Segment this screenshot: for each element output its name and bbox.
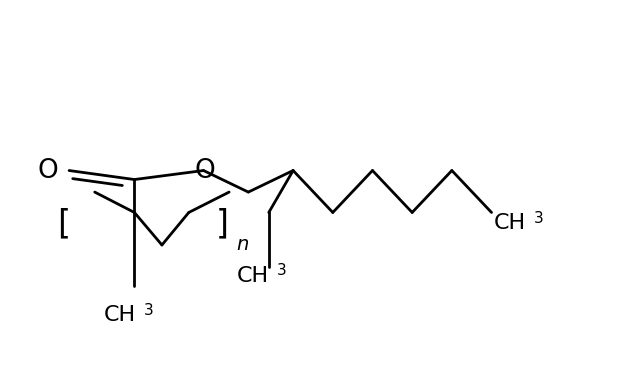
Text: CH: CH: [237, 265, 269, 286]
Text: [: [: [58, 207, 70, 240]
Text: ]: ]: [216, 207, 229, 240]
Text: 3: 3: [276, 263, 286, 278]
Text: CH: CH: [104, 305, 136, 325]
Text: CH: CH: [494, 213, 526, 234]
Text: O: O: [195, 158, 215, 183]
Text: n: n: [237, 236, 249, 254]
Text: 3: 3: [143, 303, 153, 318]
Text: O: O: [38, 158, 58, 183]
Text: 3: 3: [534, 211, 543, 226]
